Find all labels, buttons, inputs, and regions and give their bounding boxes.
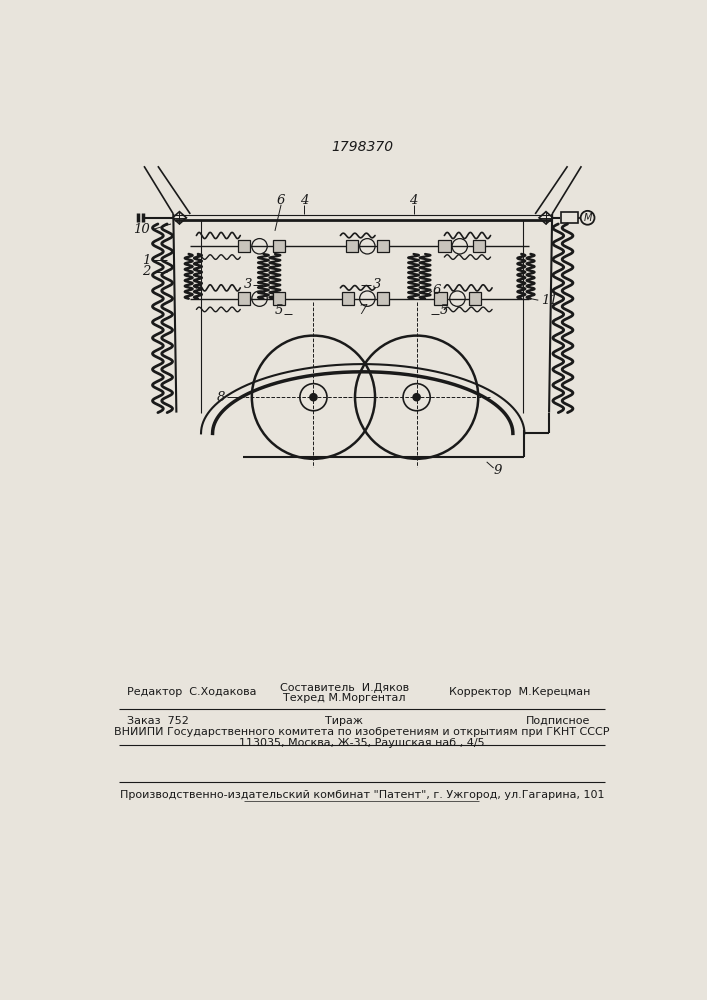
Text: 4: 4: [409, 194, 418, 207]
Text: 6: 6: [277, 194, 286, 207]
Text: 3: 3: [244, 278, 252, 291]
Text: Техред М.Моргентал: Техред М.Моргентал: [283, 693, 406, 703]
Text: Производственно-издательский комбинат "Патент", г. Ужгород, ул.Гагарина, 101: Производственно-издательский комбинат "П…: [119, 790, 604, 800]
Text: 4: 4: [300, 194, 308, 207]
Bar: [273, 240, 285, 252]
Bar: [238, 292, 250, 305]
Text: 2: 2: [142, 265, 150, 278]
Text: 3: 3: [373, 278, 381, 291]
Bar: [561, 212, 578, 223]
Text: Корректор  М.Керецман: Корректор М.Керецман: [449, 687, 590, 697]
Bar: [469, 292, 481, 305]
Bar: [238, 240, 250, 252]
Text: 10: 10: [134, 223, 150, 236]
Bar: [346, 240, 358, 252]
Bar: [438, 240, 450, 252]
Circle shape: [309, 393, 317, 402]
Bar: [342, 292, 354, 305]
Circle shape: [412, 393, 421, 402]
Text: 113035, Москва, Ж-35, Раушская наб., 4/5: 113035, Москва, Ж-35, Раушская наб., 4/5: [239, 738, 485, 748]
Text: 1798370: 1798370: [331, 140, 393, 154]
Text: M: M: [583, 213, 592, 223]
Bar: [273, 292, 285, 305]
Text: 9: 9: [494, 464, 503, 477]
Text: Составитель  И.Дяков: Составитель И.Дяков: [280, 682, 409, 693]
Text: 11: 11: [541, 294, 557, 307]
Bar: [377, 240, 389, 252]
Text: 5: 5: [440, 304, 448, 317]
Text: ВНИИПИ Государственного комитета по изобретениям и открытиям при ГКНТ СССР: ВНИИПИ Государственного комитета по изоб…: [115, 727, 609, 737]
Bar: [473, 240, 485, 252]
Text: Тираж: Тираж: [325, 716, 363, 726]
Text: 5: 5: [274, 304, 283, 317]
Bar: [434, 292, 447, 305]
Bar: [377, 292, 389, 305]
Text: 8: 8: [217, 391, 226, 404]
Text: Заказ  752: Заказ 752: [127, 716, 189, 726]
Text: Подписное: Подписное: [526, 716, 590, 726]
Text: 7: 7: [358, 304, 367, 317]
Text: 1: 1: [142, 254, 150, 267]
Text: 6: 6: [433, 284, 441, 297]
Text: Редактор  С.Ходакова: Редактор С.Ходакова: [127, 687, 257, 697]
